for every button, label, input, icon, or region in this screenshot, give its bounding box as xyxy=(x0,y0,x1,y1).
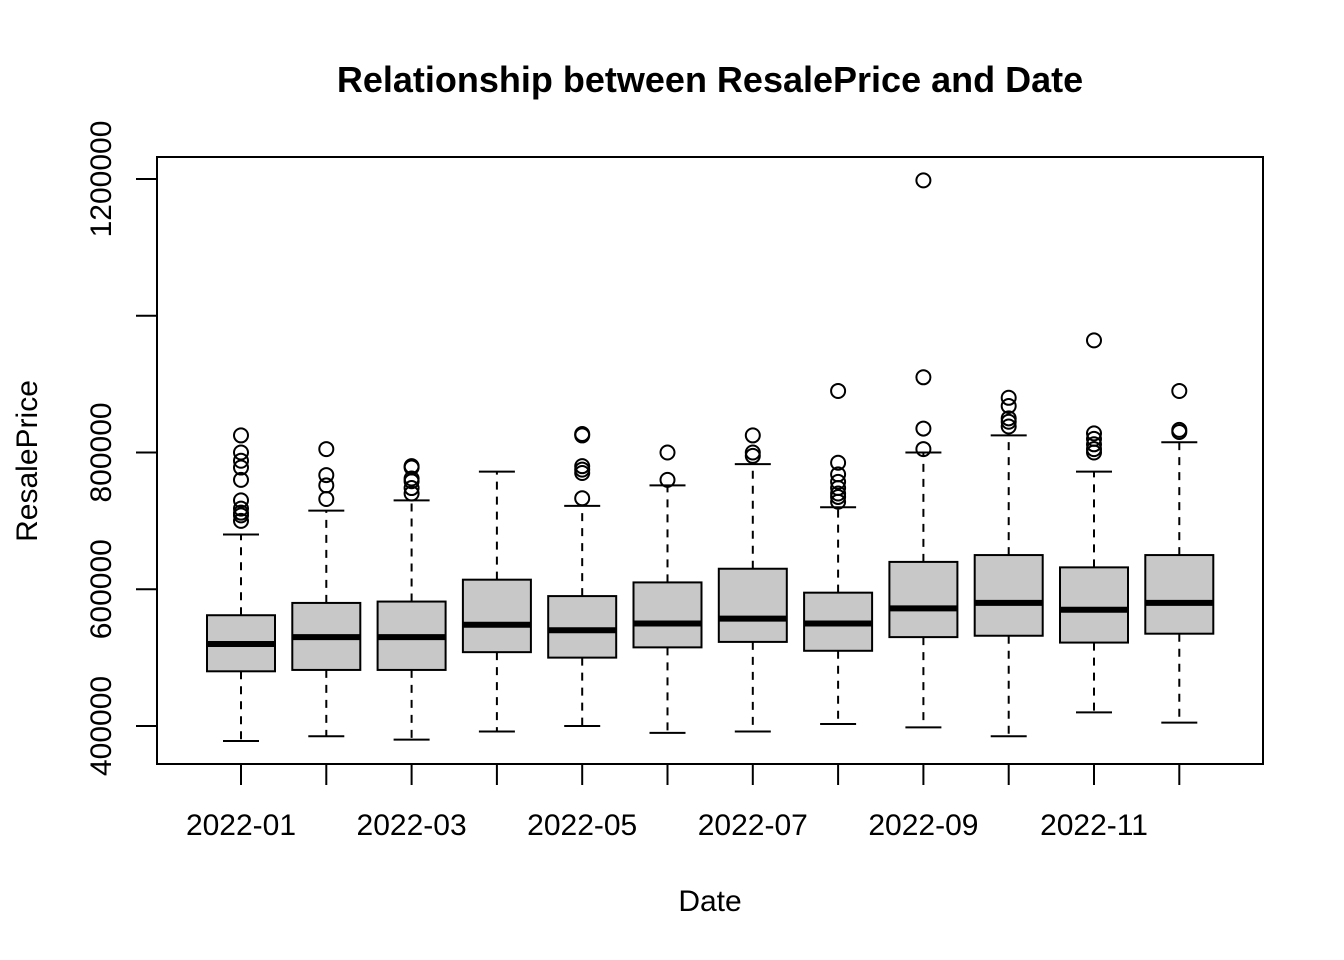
outlier-point xyxy=(1086,430,1102,447)
outlier-point xyxy=(574,461,591,478)
outlier-point xyxy=(403,480,420,497)
iqr-box xyxy=(717,567,788,643)
outlier-point xyxy=(318,490,335,507)
box-2022-09 xyxy=(888,172,959,729)
outlier-point xyxy=(403,470,420,487)
outlier-point xyxy=(403,458,420,475)
outlier-point xyxy=(233,504,249,521)
outlier-point xyxy=(233,427,249,444)
x-tick-label: 2022-03 xyxy=(357,809,467,842)
outlier-point xyxy=(659,444,676,461)
outlier-point xyxy=(403,485,420,502)
outlier-point xyxy=(915,172,932,189)
x-axis-label: Date xyxy=(678,885,741,918)
outlier-point xyxy=(233,500,249,517)
box-2022-06 xyxy=(632,444,703,734)
iqr-box xyxy=(461,578,532,654)
outlier-point xyxy=(318,467,335,484)
iqr-box xyxy=(632,581,703,649)
x-tick-label: 2022-01 xyxy=(186,809,296,842)
outlier-point xyxy=(318,477,335,494)
outlier-point xyxy=(1171,382,1188,399)
outlier-point xyxy=(915,369,932,386)
outlier-point xyxy=(830,485,847,502)
outlier-point xyxy=(830,466,847,483)
outlier-point xyxy=(233,452,249,469)
x-tick-label: 2022-11 xyxy=(1040,809,1148,842)
y-tick-label: 800000 xyxy=(85,402,118,502)
outlier-point xyxy=(574,490,591,507)
box-2022-02 xyxy=(291,441,362,738)
box-2022-10 xyxy=(973,389,1044,738)
outlier-point xyxy=(744,447,761,464)
plot-frame xyxy=(156,156,1264,765)
outlier-point xyxy=(744,427,761,444)
outlier-point xyxy=(744,444,761,461)
outlier-point xyxy=(318,441,335,458)
box-2022-01 xyxy=(206,427,276,743)
outlier-point xyxy=(1086,436,1102,453)
outlier-point xyxy=(1000,398,1017,415)
x-tick-label: 2022-07 xyxy=(698,809,808,842)
box-2022-03 xyxy=(376,458,447,741)
iqr-box xyxy=(1144,554,1215,635)
outlier-point xyxy=(233,492,249,509)
outlier-point xyxy=(915,441,932,458)
x-tick-label: 2022-05 xyxy=(527,809,637,842)
box-2022-07 xyxy=(717,427,788,733)
x-axis: 2022-01 2022-03 2022-05 2022-07 2022-09 2022-… xyxy=(186,763,1181,842)
outlier-point xyxy=(233,471,249,488)
outlier-point xyxy=(830,473,847,490)
y-axis: 400000 600000 800000 1200000 xyxy=(85,121,158,776)
y-tick-label: 400000 xyxy=(85,676,118,776)
outlier-point xyxy=(830,454,847,471)
outlier-point xyxy=(659,471,676,488)
box-2022-04 xyxy=(461,470,532,733)
outlier-point xyxy=(233,459,249,476)
iqr-box xyxy=(1059,566,1129,644)
outlier-point xyxy=(1086,332,1102,349)
outlier-point xyxy=(233,444,249,461)
iqr-box xyxy=(973,554,1044,637)
outlier-point xyxy=(574,426,591,443)
outlier-point xyxy=(233,512,249,529)
chart-title: Relationship between ResalePrice and Dat… xyxy=(337,59,1083,100)
outlier-point xyxy=(1000,389,1017,406)
outlier-point xyxy=(1086,441,1102,458)
y-tick-label: 1200000 xyxy=(85,121,118,238)
iqr-box xyxy=(547,595,618,659)
box-2022-08 xyxy=(803,382,874,725)
x-tick-label: 2022-09 xyxy=(868,809,978,842)
box-2022-05 xyxy=(547,426,618,727)
outlier-point xyxy=(1171,421,1188,438)
outlier-point xyxy=(1086,444,1102,461)
outlier-point xyxy=(915,420,932,437)
outlier-point xyxy=(574,458,591,475)
outlier-point xyxy=(1086,425,1102,442)
outlier-point xyxy=(830,382,847,399)
outlier-point xyxy=(1000,410,1017,427)
iqr-box xyxy=(888,560,959,639)
box-2022-11 xyxy=(1059,332,1129,714)
box-2022-12 xyxy=(1144,382,1215,724)
boxes-group xyxy=(206,172,1215,743)
outlier-point xyxy=(1000,418,1017,435)
y-axis-label: ResalePrice xyxy=(11,380,44,542)
y-tick-label: 600000 xyxy=(85,539,118,639)
